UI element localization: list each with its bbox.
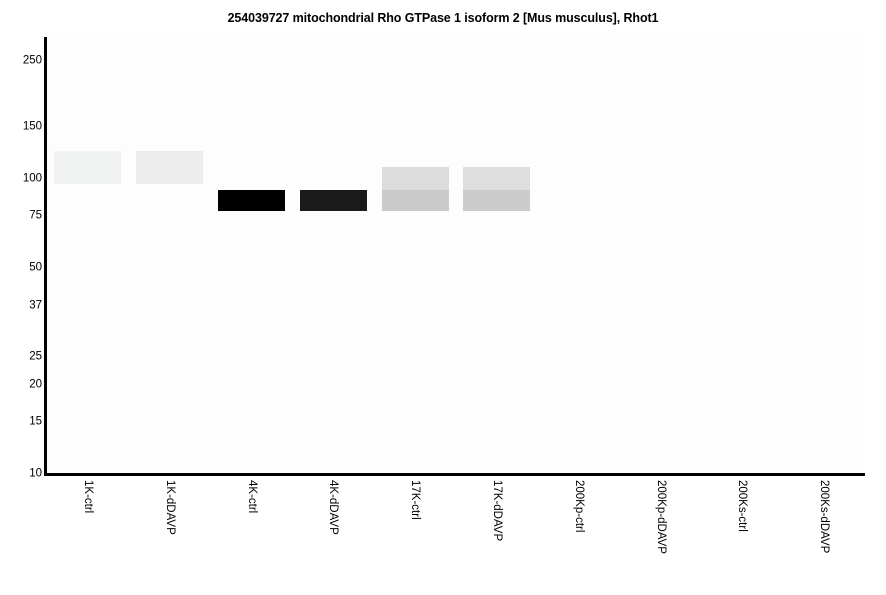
y-axis-tick-250: 250 xyxy=(22,54,42,67)
protein-band xyxy=(299,189,367,211)
y-axis-tick-75: 75 xyxy=(29,208,42,221)
band-segment xyxy=(54,151,122,185)
x-axis-tick-1k-ddavp: 1K-dDAVP xyxy=(163,480,176,535)
gel-lane-200ks-ddavp xyxy=(791,38,858,474)
protein-band xyxy=(463,166,531,211)
y-axis-tick-15: 15 xyxy=(29,415,42,428)
x-axis-tick-17k-ctrl: 17K-ctrl xyxy=(409,480,422,520)
plot-area xyxy=(47,38,865,474)
gel-lane-17k-ctrl xyxy=(381,38,449,474)
x-axis-tick-4k-ctrl: 4K-ctrl xyxy=(245,480,258,514)
band-segment xyxy=(136,151,204,185)
y-axis-tick-37: 37 xyxy=(29,299,42,312)
y-axis-tick-25: 25 xyxy=(29,349,42,362)
gel-lane-200ks-ctrl xyxy=(709,38,776,474)
band-segment xyxy=(218,189,285,211)
gel-lane-17k-ddavp xyxy=(463,38,531,474)
x-axis-tick-4k-ddavp: 4K-dDAVP xyxy=(327,480,340,535)
protein-band xyxy=(218,189,285,211)
x-axis-tick-200kp-ctrl: 200Kp-ctrl xyxy=(572,480,585,533)
gel-lane-200kp-ctrl xyxy=(545,38,612,474)
gel-lane-200kp-ddavp xyxy=(627,38,694,474)
y-axis-tick-100: 100 xyxy=(22,172,42,185)
y-axis-tick-50: 50 xyxy=(29,260,42,273)
y-axis-tick-20: 20 xyxy=(29,378,42,391)
band-segment xyxy=(463,166,531,190)
protein-band xyxy=(136,151,204,185)
band-segment xyxy=(381,189,449,211)
band-segment xyxy=(299,189,367,211)
page-title: 254039727 mitochondrial Rho GTPase 1 iso… xyxy=(227,11,659,25)
y-axis-tick-labels: 250 150 100 75 50 37 25 20 15 10 xyxy=(0,0,42,595)
x-axis-tick-200kp-ddavp: 200Kp-dDAVP xyxy=(654,480,667,554)
protein-band xyxy=(54,151,122,185)
gel-lane-4k-ctrl xyxy=(218,38,285,474)
y-axis-tick-10: 10 xyxy=(29,467,42,480)
y-axis-tick-150: 150 xyxy=(22,120,42,133)
gel-lane-1k-ddavp xyxy=(136,38,204,474)
x-axis-line xyxy=(44,473,865,476)
protein-band xyxy=(381,166,449,211)
band-segment xyxy=(463,189,531,211)
x-axis-tick-200ks-ctrl: 200Ks-ctrl xyxy=(736,480,749,532)
x-axis-tick-200ks-ddavp: 200Ks-dDAVP xyxy=(818,480,831,554)
gel-lane-4k-ddavp xyxy=(299,38,367,474)
x-axis-tick-17k-ddavp: 17K-dDAVP xyxy=(490,480,503,542)
gel-lane-1k-ctrl xyxy=(54,38,122,474)
band-segment xyxy=(381,166,449,190)
y-axis-line xyxy=(44,37,47,475)
x-axis-tick-1k-ctrl: 1K-ctrl xyxy=(81,480,94,514)
